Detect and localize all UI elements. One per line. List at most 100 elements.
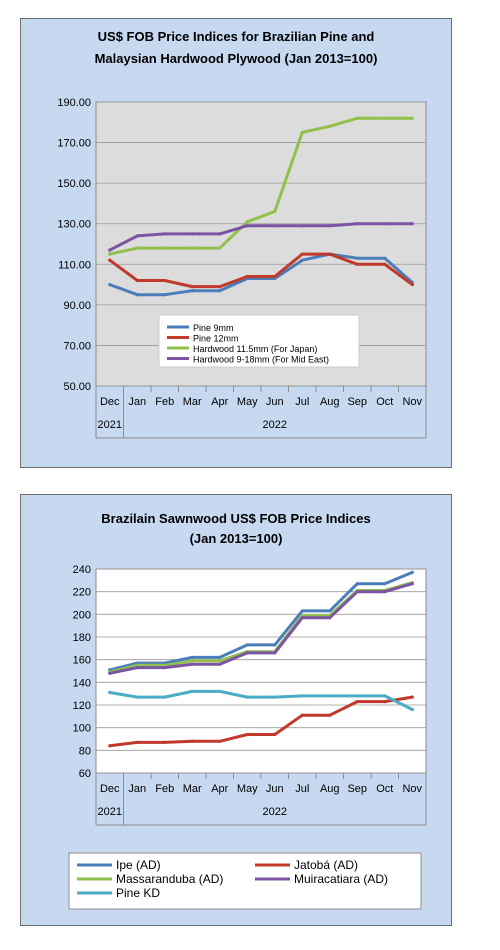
data-point <box>190 246 194 250</box>
data-point <box>163 232 167 236</box>
y-tick-label: 240 <box>73 564 91 576</box>
series-line <box>108 252 414 297</box>
data-point <box>218 659 222 663</box>
data-point <box>273 224 277 228</box>
data-point <box>135 246 139 250</box>
data-point <box>355 694 359 698</box>
data-point <box>163 740 167 744</box>
data-point <box>355 116 359 120</box>
data-point <box>218 289 222 293</box>
data-point <box>108 258 112 262</box>
year-label: 2021 <box>98 806 122 818</box>
y-tick-label: 50.00 <box>63 381 91 393</box>
data-point <box>245 651 249 655</box>
data-point <box>218 739 222 743</box>
data-point <box>410 707 414 712</box>
data-point <box>190 289 194 293</box>
data-point <box>108 248 112 252</box>
data-point <box>355 262 359 266</box>
y-tick-label: 110.00 <box>58 259 91 271</box>
plywood-price-chart: US$ FOB Price Indices for Brazilian Pine… <box>57 29 427 439</box>
data-point <box>190 689 194 693</box>
legend-label: Muiracatiara (AD) <box>294 872 388 886</box>
data-point <box>383 116 387 120</box>
series-line <box>108 222 414 252</box>
data-point <box>218 662 222 666</box>
chart-subtitle: (Jan 2013=100) <box>190 531 283 546</box>
data-point <box>108 671 112 675</box>
data-point <box>355 222 359 226</box>
data-point <box>245 695 249 699</box>
data-point <box>328 252 332 256</box>
data-point <box>300 130 304 135</box>
y-tick-label: 90.00 <box>63 300 91 312</box>
data-point <box>245 274 249 279</box>
x-tick-label: Nov <box>402 396 422 408</box>
data-point <box>383 256 387 260</box>
data-point <box>135 695 139 699</box>
data-point <box>218 232 222 236</box>
data-point <box>273 274 277 279</box>
data-point <box>273 643 277 647</box>
y-tick-label: 170.00 <box>57 138 91 150</box>
year-label: 2022 <box>263 419 287 431</box>
x-tick-label: Sep <box>347 396 367 408</box>
y-tick-label: 140 <box>73 677 91 689</box>
legend-label: Hardwood 11.5mm (For Japan) <box>193 344 317 354</box>
data-point <box>355 590 359 594</box>
x-tick-label: Jun <box>266 783 284 795</box>
legend-label: Pine 9mm <box>193 323 234 333</box>
legend-label: Ipe (AD) <box>116 858 161 872</box>
data-point <box>190 662 194 666</box>
x-tick-label: Apr <box>211 396 228 408</box>
data-point <box>135 234 139 238</box>
data-point <box>245 220 249 224</box>
data-point <box>328 224 332 228</box>
data-point <box>218 246 222 250</box>
series-line <box>108 252 414 289</box>
chart-title: Brazilain Sawnwood US$ FOB Price Indices <box>101 511 370 526</box>
plot-area <box>95 568 427 774</box>
data-point <box>163 293 167 297</box>
x-tick-label: Oct <box>376 396 393 408</box>
legend-box <box>68 852 422 910</box>
data-point <box>273 651 277 655</box>
x-tick-label: Oct <box>376 783 393 795</box>
series-line <box>108 695 414 748</box>
data-point <box>190 659 194 663</box>
x-tick-label: Mar <box>183 783 202 795</box>
data-point <box>300 258 304 262</box>
plywood-chart-panel: US$ FOB Price Indices for Brazilian Pine… <box>20 18 452 468</box>
data-point <box>135 666 139 670</box>
y-tick-label: 200 <box>73 609 91 621</box>
data-point <box>328 713 332 717</box>
legend-label: Jatobá (AD) <box>294 858 358 872</box>
data-point <box>410 116 414 120</box>
data-point <box>163 666 167 670</box>
data-point <box>410 695 414 699</box>
x-tick-label: Aug <box>320 396 340 408</box>
data-point <box>383 700 387 704</box>
sawnwood-price-chart: Brazilain Sawnwood US$ FOB Price Indices… <box>68 511 427 910</box>
y-tick-label: 160 <box>73 655 91 667</box>
x-tick-label: Jan <box>128 783 146 795</box>
x-tick-label: Jun <box>266 396 284 408</box>
series-line <box>108 582 414 675</box>
data-point <box>273 695 277 699</box>
legend-label: Pine KD <box>116 886 160 900</box>
legend-label: Massaranduba (AD) <box>116 872 223 886</box>
y-tick-label: 130.00 <box>57 219 91 231</box>
y-tick-label: 60 <box>79 768 91 780</box>
legend-label: Hardwood 9-18mm (For Mid East) <box>193 355 329 365</box>
data-point <box>300 609 304 613</box>
series-line <box>108 570 414 672</box>
data-point <box>190 285 194 289</box>
data-point <box>273 209 277 214</box>
x-tick-label: Jul <box>295 396 309 408</box>
y-tick-label: 80 <box>79 745 91 757</box>
data-point <box>108 282 112 287</box>
data-point <box>245 732 249 737</box>
data-point <box>190 232 194 236</box>
data-point <box>410 570 414 574</box>
data-point <box>190 655 194 659</box>
